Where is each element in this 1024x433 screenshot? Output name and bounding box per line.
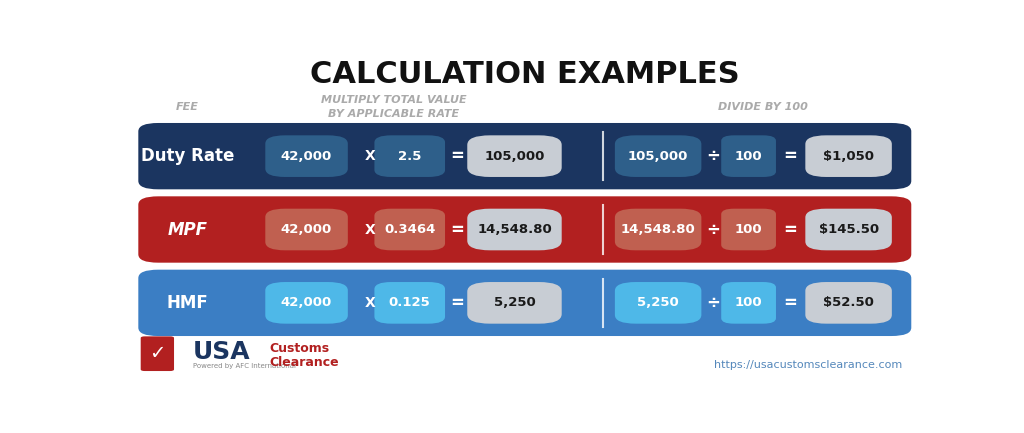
FancyBboxPatch shape — [375, 209, 445, 250]
FancyBboxPatch shape — [265, 282, 348, 324]
Text: ÷: ÷ — [707, 220, 721, 239]
FancyBboxPatch shape — [467, 209, 562, 250]
Text: 105,000: 105,000 — [628, 150, 688, 163]
Text: CALCULATION EXAMPLES: CALCULATION EXAMPLES — [310, 60, 739, 89]
Text: MULTIPLY TOTAL VALUE
BY APPLICABLE RATE: MULTIPLY TOTAL VALUE BY APPLICABLE RATE — [322, 95, 467, 119]
FancyBboxPatch shape — [138, 196, 911, 263]
Text: =: = — [783, 294, 798, 312]
Text: FEE: FEE — [176, 102, 199, 112]
Text: HMF: HMF — [167, 294, 209, 312]
FancyBboxPatch shape — [721, 209, 776, 250]
FancyBboxPatch shape — [614, 209, 701, 250]
Text: ÷: ÷ — [707, 294, 721, 312]
Text: =: = — [451, 294, 464, 312]
Text: $145.50: $145.50 — [818, 223, 879, 236]
FancyBboxPatch shape — [467, 282, 562, 324]
Text: 14,548.80: 14,548.80 — [621, 223, 695, 236]
FancyBboxPatch shape — [140, 336, 174, 371]
Text: 0.125: 0.125 — [389, 296, 431, 309]
FancyBboxPatch shape — [721, 282, 776, 324]
FancyBboxPatch shape — [614, 136, 701, 177]
FancyBboxPatch shape — [138, 123, 911, 189]
FancyBboxPatch shape — [138, 270, 911, 336]
Text: Customs: Customs — [269, 342, 330, 355]
Text: 100: 100 — [735, 223, 763, 236]
Text: ✓: ✓ — [150, 344, 166, 363]
Text: USA: USA — [194, 340, 251, 364]
Text: 14,548.80: 14,548.80 — [477, 223, 552, 236]
Text: ÷: ÷ — [707, 147, 721, 165]
Text: =: = — [783, 147, 798, 165]
FancyBboxPatch shape — [375, 136, 445, 177]
Text: 5,250: 5,250 — [637, 296, 679, 309]
Text: Duty Rate: Duty Rate — [141, 147, 234, 165]
FancyBboxPatch shape — [805, 282, 892, 324]
Text: =: = — [451, 147, 464, 165]
Text: 5,250: 5,250 — [494, 296, 536, 309]
Text: $1,050: $1,050 — [823, 150, 874, 163]
Text: Clearance: Clearance — [269, 356, 339, 369]
FancyBboxPatch shape — [467, 136, 562, 177]
Text: X: X — [365, 223, 376, 236]
FancyBboxPatch shape — [805, 136, 892, 177]
Text: 2.5: 2.5 — [398, 150, 422, 163]
FancyBboxPatch shape — [721, 136, 776, 177]
Text: 42,000: 42,000 — [281, 296, 332, 309]
Text: =: = — [783, 220, 798, 239]
Text: 42,000: 42,000 — [281, 150, 332, 163]
Text: 42,000: 42,000 — [281, 223, 332, 236]
Text: Powered by AFC International: Powered by AFC International — [194, 363, 296, 369]
Text: $52.50: $52.50 — [823, 296, 874, 309]
Text: DIVIDE BY 100: DIVIDE BY 100 — [718, 102, 808, 112]
Text: 0.3464: 0.3464 — [384, 223, 435, 236]
Text: 105,000: 105,000 — [484, 150, 545, 163]
FancyBboxPatch shape — [375, 282, 445, 324]
Text: MPF: MPF — [168, 220, 208, 239]
FancyBboxPatch shape — [614, 282, 701, 324]
Text: 100: 100 — [735, 296, 763, 309]
FancyBboxPatch shape — [805, 209, 892, 250]
Text: =: = — [451, 220, 464, 239]
Text: https://usacustomsclearance.com: https://usacustomsclearance.com — [714, 360, 902, 370]
FancyBboxPatch shape — [265, 209, 348, 250]
FancyBboxPatch shape — [265, 136, 348, 177]
Text: X: X — [365, 149, 376, 163]
Text: 100: 100 — [735, 150, 763, 163]
Text: X: X — [365, 296, 376, 310]
